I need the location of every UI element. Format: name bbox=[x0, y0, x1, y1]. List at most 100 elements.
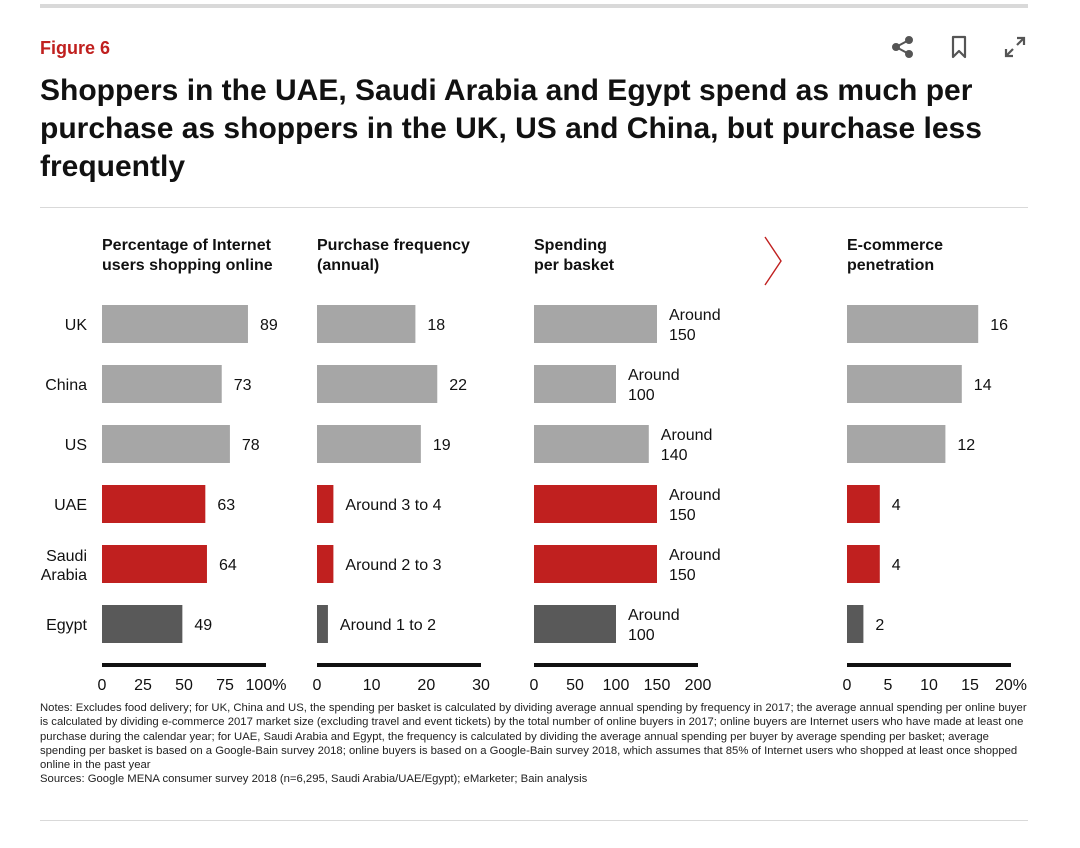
bar-3-uk bbox=[534, 305, 657, 343]
expand-icon[interactable] bbox=[1002, 34, 1028, 60]
data-label-2-saudi-arabia: Around 2 to 3 bbox=[345, 557, 441, 574]
tick-label-2-0: 0 bbox=[313, 677, 322, 694]
tick-label-2-2: 20 bbox=[417, 677, 435, 694]
data-label-4-egypt: 2 bbox=[875, 617, 884, 634]
panel-title-2: Purchase frequency bbox=[317, 237, 470, 254]
bar-4-egypt bbox=[847, 605, 864, 643]
category-label-egypt: Egypt bbox=[46, 617, 87, 634]
sources-text: Sources: Google MENA consumer survey 201… bbox=[40, 773, 588, 786]
data-label-3-egypt: Around bbox=[628, 607, 680, 624]
data-label-1-saudi-arabia: 64 bbox=[219, 557, 237, 574]
data-label-4-china: 14 bbox=[974, 377, 992, 394]
bar-1-saudi-arabia bbox=[102, 545, 207, 583]
data-label-2-china: 22 bbox=[449, 377, 467, 394]
data-label-2-us: 19 bbox=[433, 437, 451, 454]
data-label-3-us-value: 140 bbox=[661, 447, 688, 464]
bar-2-uk bbox=[317, 305, 416, 343]
data-label-3-china-value: 100 bbox=[628, 387, 655, 404]
bar-2-uae bbox=[317, 485, 334, 523]
bar-1-us bbox=[102, 425, 230, 463]
data-label-1-uae: 63 bbox=[217, 497, 235, 514]
panel-title-4: penetration bbox=[847, 257, 934, 274]
bar-3-uae bbox=[534, 485, 657, 523]
tick-label-2-3: 30 bbox=[472, 677, 490, 694]
category-label-line: Arabia bbox=[41, 567, 87, 584]
data-label-3-us: Around bbox=[661, 427, 713, 444]
data-label-4-saudi-arabia: 4 bbox=[892, 557, 901, 574]
data-label-3-uae: Around bbox=[669, 487, 721, 504]
figure-actions bbox=[890, 34, 1028, 60]
data-label-2-uk: 18 bbox=[427, 317, 445, 334]
category-label-line: Saudi bbox=[46, 548, 87, 565]
data-label-2-uae: Around 3 to 4 bbox=[345, 497, 441, 514]
panel-title-3: Spending bbox=[534, 237, 607, 254]
data-label-4-uae: 4 bbox=[892, 497, 901, 514]
tick-label-3-2: 100 bbox=[603, 677, 630, 694]
data-label-1-china: 73 bbox=[234, 377, 252, 394]
tick-label-1-0: 0 bbox=[98, 677, 107, 694]
data-label-1-us: 78 bbox=[242, 437, 260, 454]
bar-4-uk bbox=[847, 305, 979, 343]
x-axis-2 bbox=[317, 663, 481, 667]
bar-1-uae bbox=[102, 485, 206, 523]
bar-1-egypt bbox=[102, 605, 183, 643]
x-axis-3 bbox=[534, 663, 698, 667]
panel-title-1: users shopping online bbox=[102, 257, 273, 274]
bar-2-china bbox=[317, 365, 438, 403]
panel-title-1: Percentage of Internet bbox=[102, 237, 272, 254]
chevron-right-icon bbox=[764, 236, 782, 286]
tick-label-4-1: 5 bbox=[884, 677, 893, 694]
tick-label-4-2: 10 bbox=[920, 677, 938, 694]
footer-divider bbox=[40, 820, 1028, 821]
data-label-3-uae-value: 150 bbox=[669, 507, 696, 524]
category-label-saudi-arabia: Saudi Arabia bbox=[41, 548, 87, 584]
bar-4-us bbox=[847, 425, 946, 463]
data-label-1-egypt: 49 bbox=[194, 617, 212, 634]
bar-4-china bbox=[847, 365, 962, 403]
tick-label-4-0: 0 bbox=[843, 677, 852, 694]
data-label-3-saudi-arabia-value: 150 bbox=[669, 567, 696, 584]
tick-label-1-3: 75 bbox=[216, 677, 234, 694]
bar-chart-panels: UK China US UAE Saudi Arabia Egypt Percentage o… bbox=[41, 236, 1027, 694]
figure-title: Shoppers in the UAE, Saudi Arabia and Eg… bbox=[40, 74, 982, 183]
bar-2-saudi-arabia bbox=[317, 545, 334, 583]
data-label-3-uk-value: 150 bbox=[669, 327, 696, 344]
data-label-1-uk: 89 bbox=[260, 317, 278, 334]
data-label-3-saudi-arabia: Around bbox=[669, 547, 721, 564]
top-rule bbox=[40, 4, 1028, 8]
figure-label: Figure 6 bbox=[40, 38, 111, 58]
data-label-2-egypt: Around 1 to 2 bbox=[340, 617, 436, 634]
category-label-uae: UAE bbox=[54, 497, 87, 514]
tick-label-3-4: 200 bbox=[685, 677, 712, 694]
bar-2-us bbox=[317, 425, 421, 463]
tick-label-2-1: 10 bbox=[363, 677, 381, 694]
panel-title-4: E-commerce bbox=[847, 237, 943, 254]
bar-1-china bbox=[102, 365, 222, 403]
tick-label-1-4: 100% bbox=[246, 677, 287, 694]
bookmark-icon[interactable] bbox=[946, 34, 972, 60]
data-label-4-uk: 16 bbox=[990, 317, 1008, 334]
x-axis-1 bbox=[102, 663, 266, 667]
panel-title-2: (annual) bbox=[317, 257, 379, 274]
tick-label-1-1: 25 bbox=[134, 677, 152, 694]
tick-label-4-4: 20% bbox=[995, 677, 1027, 694]
data-label-3-uk: Around bbox=[669, 307, 721, 324]
tick-label-3-1: 50 bbox=[566, 677, 584, 694]
notes-block: Notes: Excludes food delivery; for UK, C… bbox=[40, 701, 1030, 787]
panel-title-3: per basket bbox=[534, 257, 615, 274]
bar-1-uk bbox=[102, 305, 248, 343]
bar-4-uae bbox=[847, 485, 880, 523]
category-label-us: US bbox=[65, 437, 87, 454]
tick-label-3-3: 150 bbox=[644, 677, 671, 694]
category-label-china: China bbox=[45, 377, 87, 394]
bar-4-saudi-arabia bbox=[847, 545, 880, 583]
notes-text: Notes: Excludes food delivery; for UK, C… bbox=[40, 702, 1027, 772]
bar-2-egypt bbox=[317, 605, 328, 643]
category-label-uk: UK bbox=[65, 317, 88, 334]
data-label-3-egypt-value: 100 bbox=[628, 627, 655, 644]
share-icon[interactable] bbox=[890, 34, 916, 60]
bar-3-us bbox=[534, 425, 649, 463]
data-label-3-china: Around bbox=[628, 367, 680, 384]
header-divider bbox=[40, 207, 1028, 208]
tick-label-4-3: 15 bbox=[961, 677, 979, 694]
